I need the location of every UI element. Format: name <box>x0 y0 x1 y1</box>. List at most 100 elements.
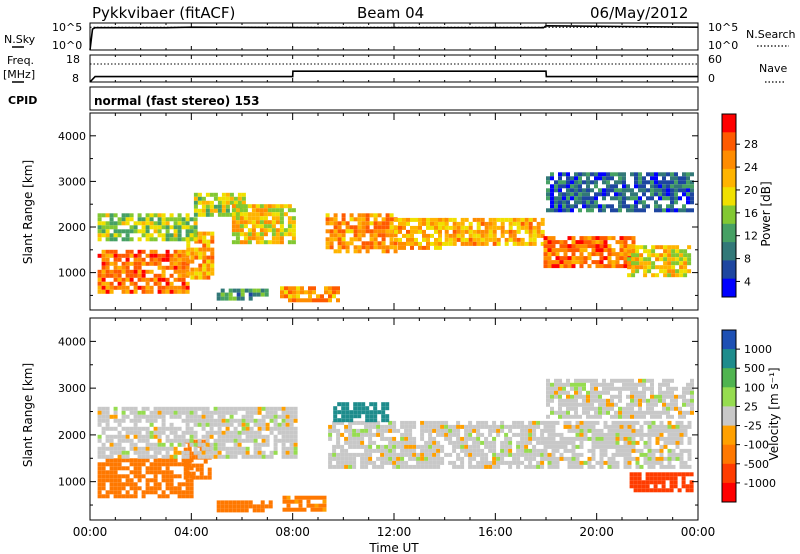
heatmap-cell <box>532 464 537 469</box>
heatmap-cell <box>484 460 489 465</box>
heatmap-cell <box>603 244 608 249</box>
heatmap-cell <box>177 253 182 258</box>
heatmap-cell <box>243 208 248 213</box>
heatmap-cell <box>133 446 138 451</box>
heatmap-cell <box>189 490 194 495</box>
heatmap-cell <box>546 394 550 399</box>
heatmap-cell <box>658 192 662 197</box>
heatmap-cell <box>651 249 656 254</box>
heatmap-cell <box>236 500 241 505</box>
heatmap-cell <box>109 225 114 230</box>
heatmap-cell <box>231 216 236 221</box>
heatmap-cell <box>225 196 230 201</box>
heatmap-cell <box>444 452 449 457</box>
heatmap-cell <box>173 225 178 230</box>
heatmap-cell <box>277 406 282 411</box>
heatmap-cell <box>113 410 118 415</box>
heatmap-cell <box>468 444 473 449</box>
heatmap-cell <box>117 273 122 278</box>
heatmap-cell <box>434 217 438 222</box>
heatmap-cell <box>543 444 548 449</box>
heatmap-cell <box>574 188 578 193</box>
heatmap-cell <box>480 229 485 234</box>
heatmap-cell <box>634 386 638 391</box>
heatmap-cell <box>385 245 390 250</box>
heatmap-cell <box>232 508 237 513</box>
heatmap-cell <box>662 196 666 201</box>
heatmap-cell <box>618 414 622 419</box>
heatmap-cell <box>364 432 369 437</box>
heatmap-cell <box>279 220 284 225</box>
heatmap-cell <box>320 298 324 303</box>
heatmap-cell <box>369 213 374 218</box>
heatmap-cell <box>241 414 246 419</box>
heatmap-cell <box>213 208 218 213</box>
heatmap-cell <box>173 446 178 451</box>
heatmap-cell <box>345 245 350 250</box>
heatmap-cell <box>614 196 618 201</box>
heatmap-cell <box>333 233 338 238</box>
heatmap-cell <box>627 440 632 445</box>
heatmap-cell <box>575 428 580 433</box>
heatmap-cell <box>257 406 262 411</box>
heatmap-cell <box>97 434 102 439</box>
heatmap-cell <box>201 414 206 419</box>
heatmap-cell <box>380 424 385 429</box>
heatmap-cell <box>213 418 218 423</box>
heatmap-cell <box>602 406 606 411</box>
heatmap-cell <box>634 382 638 387</box>
heatmap-cell <box>177 269 182 274</box>
heatmap-cell <box>381 410 386 415</box>
heatmap-cell <box>547 260 552 265</box>
heatmap-cell <box>619 428 624 433</box>
heatmap-cell <box>183 459 188 464</box>
heatmap-cell <box>388 456 393 461</box>
heatmap-cell <box>328 456 333 461</box>
heatmap-cell <box>599 452 604 457</box>
heatmap-cell <box>186 259 191 264</box>
heatmap-cell <box>496 241 501 246</box>
heatmap-cell <box>480 221 485 226</box>
heatmap-cell <box>590 414 594 419</box>
heatmap-cell <box>464 217 469 222</box>
heatmap-cell <box>434 221 438 226</box>
heatmap-cell <box>594 172 598 177</box>
heatmap-cell <box>420 424 425 429</box>
heatmap-cell <box>532 241 537 246</box>
heatmap-cell <box>105 253 110 258</box>
heatmap-cell <box>161 494 166 499</box>
heatmap-cell <box>217 450 222 455</box>
heatmap-cell <box>194 255 199 260</box>
heatmap-cell <box>687 456 692 461</box>
heatmap-cell <box>643 245 648 250</box>
heatmap-cell <box>566 172 570 177</box>
heatmap-cell <box>488 440 493 445</box>
heatmap-cell <box>408 420 413 425</box>
heatmap-cell <box>247 228 252 233</box>
power-colorbar-swatch <box>722 168 736 188</box>
heatmap-cell <box>570 192 574 197</box>
heatmap-cell <box>337 241 342 246</box>
heatmap-cell <box>590 196 594 201</box>
heatmap-cell <box>322 507 327 512</box>
heatmap-cell <box>121 446 126 451</box>
heatmap-cell <box>687 436 692 441</box>
heatmap-cell <box>97 221 102 226</box>
heatmap-cell <box>635 464 640 469</box>
heatmap-cell <box>675 436 680 441</box>
heatmap-cell <box>603 264 608 269</box>
heatmap-cell <box>591 428 596 433</box>
heatmap-cell <box>659 456 664 461</box>
heatmap-cell <box>133 221 138 226</box>
heatmap-cell <box>428 428 433 433</box>
heatmap-cell <box>540 241 545 246</box>
heatmap-cell <box>385 418 390 423</box>
heatmap-cell <box>125 237 130 242</box>
heatmap-cell <box>225 450 230 455</box>
heatmap-cell <box>361 241 366 246</box>
heatmap-cell <box>345 221 350 226</box>
heatmap-cell <box>105 237 110 242</box>
heatmap-cell <box>121 237 126 242</box>
heatmap-cell <box>329 217 334 222</box>
heatmap-cell <box>468 448 473 453</box>
